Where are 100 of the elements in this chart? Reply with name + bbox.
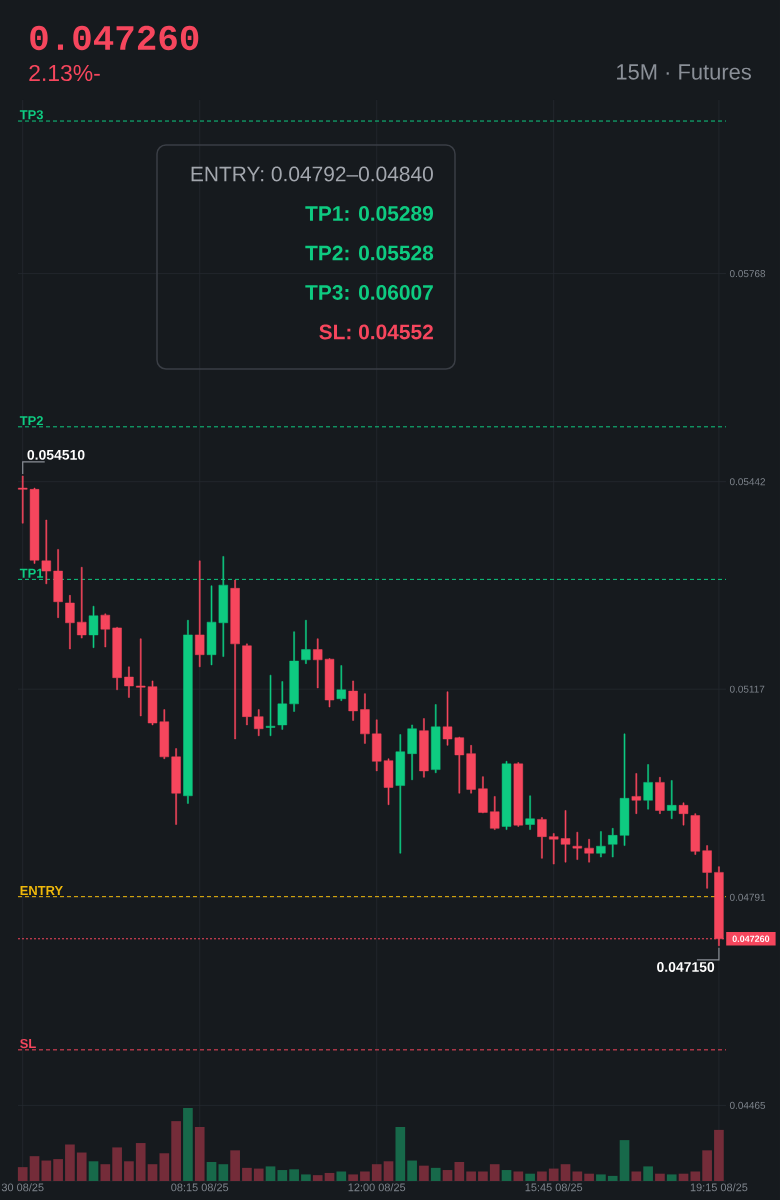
candlestick	[265, 674, 276, 737]
ref-line-label: 0.047260	[732, 935, 770, 942]
candlestick	[431, 704, 441, 774]
candlestick	[395, 734, 405, 854]
candlestick	[53, 549, 63, 618]
bar	[407, 1160, 417, 1181]
bar	[466, 1171, 476, 1181]
bar	[419, 1165, 429, 1181]
candlestick	[690, 813, 700, 855]
bar	[41, 1160, 52, 1181]
y-tick-label: 0.05117	[729, 685, 765, 693]
bar	[230, 1150, 240, 1181]
bar	[631, 1171, 642, 1181]
bar	[643, 1166, 653, 1181]
bar	[17, 1167, 28, 1181]
bar	[348, 1174, 358, 1181]
bar	[430, 1167, 441, 1181]
bar	[478, 1171, 488, 1181]
candlestick	[537, 817, 547, 859]
bar	[442, 1170, 453, 1181]
candlestick	[124, 666, 134, 698]
candlestick	[41, 519, 51, 585]
candlestick	[655, 777, 665, 814]
candlestick	[336, 665, 346, 701]
bar	[454, 1162, 465, 1181]
bar	[183, 1107, 193, 1181]
candlestick	[65, 595, 75, 650]
candlestick	[667, 780, 677, 820]
bar	[572, 1171, 583, 1181]
bar	[548, 1168, 559, 1181]
candlestick	[171, 748, 181, 825]
candlestick	[289, 631, 299, 712]
bar	[360, 1171, 370, 1181]
bar	[690, 1171, 701, 1181]
bar	[242, 1167, 252, 1181]
y-tick-label: 0.05442	[729, 478, 766, 486]
annotation: ENTRY: 0.04792–0.04840	[191, 166, 433, 182]
annotation: 0.054510	[27, 449, 85, 460]
candlestick	[596, 831, 606, 858]
text: 15M · Futures	[617, 64, 751, 80]
candlestick	[242, 643, 252, 726]
bar	[336, 1171, 347, 1181]
bar	[596, 1174, 606, 1181]
candlestick	[643, 764, 653, 810]
y-tick-label: 0.05768	[729, 270, 766, 278]
bar	[324, 1172, 335, 1181]
annotation: TP1: 0.05289	[305, 206, 433, 221]
candlestick	[230, 579, 240, 740]
ref-line-label: TP1	[19, 568, 44, 578]
candlestick	[348, 680, 358, 721]
ref-line-label: ENTRY	[20, 886, 63, 895]
candlestick	[254, 709, 264, 737]
bar	[76, 1152, 87, 1181]
candlestick	[513, 762, 523, 827]
x-tick-label: 15:45 08/25	[525, 1183, 583, 1192]
candlestick	[419, 718, 429, 778]
x-tick-label: 08:15 08/25	[171, 1183, 229, 1192]
chart-title: 0.047260	[30, 25, 199, 51]
bar	[265, 1166, 276, 1181]
candlestick	[301, 619, 311, 664]
candlestick	[490, 796, 500, 830]
bar	[29, 1156, 40, 1181]
bar	[702, 1150, 712, 1181]
annotation: 0.047150	[657, 961, 715, 972]
bar	[501, 1170, 512, 1181]
candlestick	[702, 845, 712, 889]
bar	[537, 1171, 547, 1181]
bar	[159, 1153, 170, 1181]
y-tick-label: 0.04791	[729, 893, 766, 901]
candlestick	[572, 831, 582, 860]
x-tick-label: 12:00 08/25	[348, 1183, 406, 1192]
bar	[100, 1164, 111, 1181]
ref-line-label: TP3	[19, 110, 43, 120]
bar	[147, 1164, 158, 1181]
bar	[112, 1147, 122, 1181]
candlestick	[584, 838, 594, 863]
bar	[253, 1168, 264, 1181]
bar	[714, 1129, 724, 1181]
bar	[584, 1173, 594, 1181]
bar	[135, 1143, 146, 1181]
bar	[218, 1164, 229, 1181]
bar	[88, 1161, 99, 1181]
candlestick	[195, 560, 205, 668]
candlestick	[714, 866, 724, 947]
bar	[607, 1175, 618, 1181]
bar	[513, 1171, 524, 1181]
bar	[371, 1164, 382, 1181]
bar	[206, 1162, 217, 1181]
x-tick-label: 19:15 08/25	[690, 1183, 748, 1192]
candlestick	[183, 619, 193, 804]
candlestick	[466, 745, 476, 794]
candlestick	[77, 567, 87, 639]
candlestick	[678, 802, 689, 826]
bar	[525, 1173, 535, 1181]
candlestick	[112, 627, 122, 691]
bar	[194, 1126, 205, 1181]
candlestick	[478, 776, 488, 814]
bar	[666, 1174, 677, 1181]
bar	[383, 1161, 394, 1181]
bar	[171, 1121, 181, 1181]
